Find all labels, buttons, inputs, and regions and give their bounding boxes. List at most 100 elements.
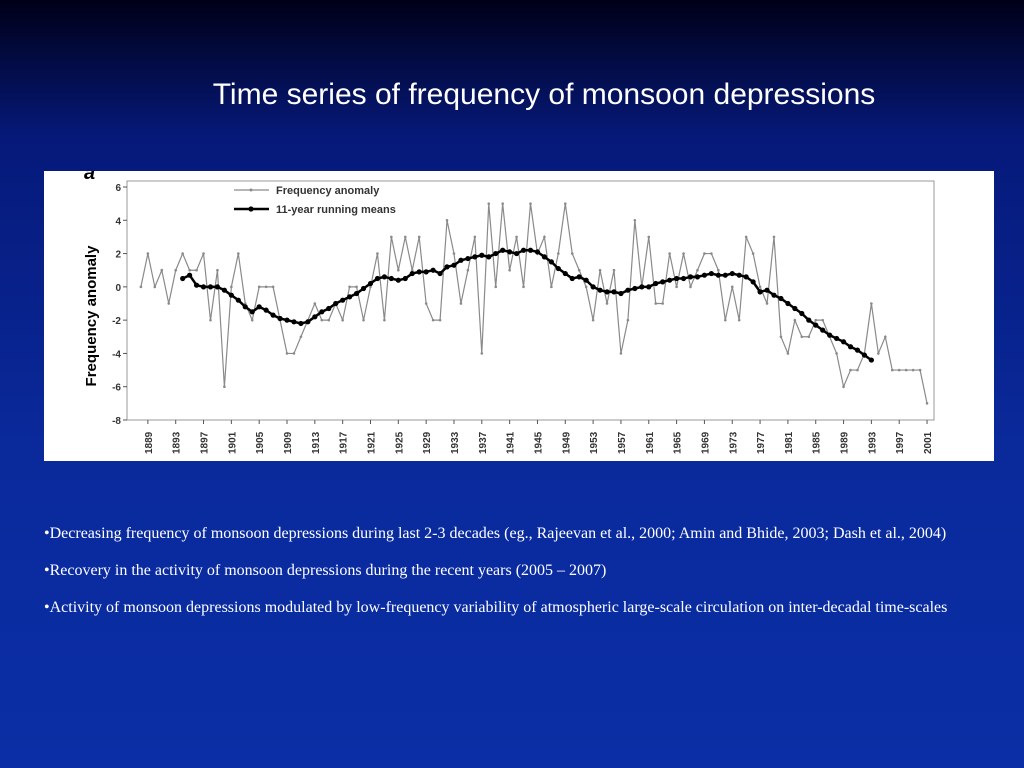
- data-point: [257, 285, 261, 289]
- data-point: [807, 335, 811, 339]
- data-point: [249, 309, 255, 315]
- data-point: [576, 274, 582, 280]
- data-point: [584, 285, 588, 289]
- data-point: [367, 280, 374, 287]
- x-tick-label: 1985: [812, 431, 823, 454]
- data-point: [284, 317, 290, 323]
- data-point: [543, 235, 546, 239]
- data-point: [230, 285, 233, 289]
- data-point: [890, 368, 894, 372]
- data-point: [708, 270, 714, 277]
- data-point: [835, 352, 838, 355]
- data-point: [146, 252, 150, 255]
- legend-label: Frequency anomaly: [276, 185, 380, 197]
- data-point: [611, 289, 617, 295]
- data-point: [466, 268, 470, 272]
- x-tick-label: 1905: [255, 431, 266, 454]
- data-point: [181, 252, 184, 255]
- bullet: •Decreasing frequency of monsoon depress…: [44, 525, 947, 542]
- data-point: [667, 277, 673, 283]
- data-point: [729, 270, 735, 277]
- data-point: [195, 268, 198, 272]
- data-point: [383, 318, 386, 322]
- data-point: [223, 385, 226, 389]
- data-point: [250, 318, 254, 322]
- data-point: [291, 319, 297, 325]
- data-point: [271, 285, 275, 289]
- data-point: [619, 352, 623, 355]
- data-point: [515, 235, 518, 239]
- data-point: [842, 385, 845, 389]
- x-tick-label: 1945: [533, 431, 544, 454]
- data-point: [313, 302, 317, 305]
- data-point: [778, 295, 784, 302]
- x-tick-label: 1973: [728, 431, 739, 454]
- data-point: [604, 289, 610, 295]
- data-point: [834, 335, 840, 342]
- x-tick-label: 1949: [561, 431, 572, 454]
- data-point: [647, 235, 651, 239]
- data-point: [527, 247, 534, 253]
- data-point: [737, 318, 741, 322]
- data-point: [717, 268, 720, 272]
- data-point: [800, 335, 804, 339]
- data-point: [710, 252, 713, 255]
- data-point: [689, 285, 692, 289]
- data-point: [486, 254, 492, 260]
- x-tick-label: 1901: [227, 431, 238, 454]
- data-point: [806, 317, 812, 323]
- x-tick-label: 1981: [784, 431, 795, 454]
- data-point: [751, 252, 755, 255]
- data-point: [849, 368, 852, 372]
- data-point: [694, 274, 701, 280]
- data-point: [209, 318, 212, 322]
- data-point: [792, 305, 798, 312]
- data-point: [550, 285, 553, 289]
- data-point: [202, 252, 205, 255]
- data-point: [736, 272, 742, 278]
- data-point: [772, 235, 776, 239]
- slide-title: Time series of frequency of monsoon depr…: [212, 78, 876, 111]
- data-point: [563, 202, 567, 205]
- data-point: [632, 285, 638, 292]
- data-point: [522, 285, 525, 289]
- data-point: [376, 252, 379, 255]
- data-point: [397, 268, 400, 272]
- data-point: [722, 272, 728, 278]
- data-point: [793, 318, 797, 322]
- data-point: [590, 284, 596, 290]
- data-point: [743, 274, 749, 280]
- data-point: [701, 272, 708, 278]
- data-point: [682, 252, 685, 255]
- x-tick-label: 1997: [895, 431, 906, 454]
- data-point: [750, 279, 756, 285]
- data-point: [680, 275, 687, 282]
- data-point: [785, 300, 791, 307]
- data-point: [369, 285, 372, 289]
- x-tick-label: 1897: [200, 431, 211, 454]
- data-point: [381, 274, 388, 280]
- data-point: [911, 368, 915, 372]
- data-point: [403, 235, 407, 239]
- data-point: [897, 368, 901, 372]
- data-point: [612, 268, 616, 272]
- data-point: [555, 265, 561, 272]
- data-point: [598, 268, 602, 272]
- data-point: [507, 249, 513, 255]
- data-point: [847, 344, 854, 350]
- x-tick-label: 2001: [923, 431, 934, 454]
- panel-label: a: [84, 171, 95, 184]
- x-tick-label: 1965: [673, 431, 684, 454]
- data-point: [216, 268, 219, 272]
- x-tick-label: 1933: [450, 431, 461, 454]
- data-point: [465, 255, 471, 262]
- bullet-list: •Decreasing frequency of monsoon depress…: [44, 523, 954, 634]
- data-point: [438, 318, 442, 322]
- data-point: [479, 252, 485, 258]
- data-point: [472, 254, 478, 260]
- data-point: [437, 270, 443, 277]
- data-point: [771, 292, 777, 298]
- data-point: [320, 318, 324, 322]
- data-point: [374, 275, 381, 282]
- data-point: [870, 302, 873, 305]
